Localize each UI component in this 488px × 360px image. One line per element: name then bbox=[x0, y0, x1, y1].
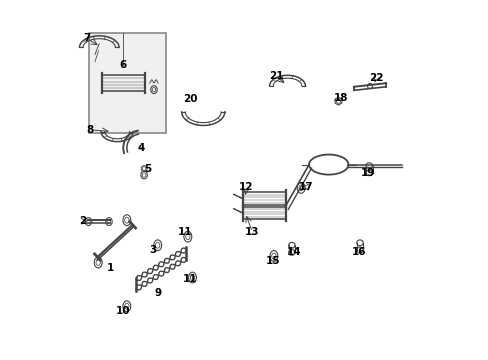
Text: 9: 9 bbox=[154, 288, 161, 298]
Text: 7: 7 bbox=[83, 33, 90, 43]
Text: 10: 10 bbox=[115, 306, 129, 316]
Text: 11: 11 bbox=[178, 227, 192, 237]
Text: 3: 3 bbox=[149, 245, 156, 255]
Text: 20: 20 bbox=[183, 94, 197, 104]
Text: 21: 21 bbox=[268, 71, 283, 81]
Text: 2: 2 bbox=[79, 216, 86, 226]
Text: 1: 1 bbox=[106, 263, 113, 273]
Text: 19: 19 bbox=[360, 168, 375, 178]
Text: 17: 17 bbox=[298, 182, 313, 192]
Text: 11: 11 bbox=[183, 274, 197, 284]
Text: 22: 22 bbox=[368, 73, 383, 83]
Text: 14: 14 bbox=[286, 247, 301, 257]
Text: 15: 15 bbox=[265, 256, 280, 266]
Text: 12: 12 bbox=[239, 182, 253, 192]
Text: 13: 13 bbox=[244, 227, 259, 237]
Text: 6: 6 bbox=[120, 60, 127, 70]
Bar bbox=[102, 75, 144, 91]
Text: 18: 18 bbox=[333, 93, 347, 103]
Text: 8: 8 bbox=[86, 125, 93, 135]
Bar bbox=[242, 192, 285, 205]
Text: 5: 5 bbox=[144, 164, 151, 174]
Bar bbox=[88, 33, 165, 134]
Text: 16: 16 bbox=[351, 247, 366, 257]
Bar bbox=[242, 207, 285, 220]
Text: 4: 4 bbox=[137, 143, 144, 153]
